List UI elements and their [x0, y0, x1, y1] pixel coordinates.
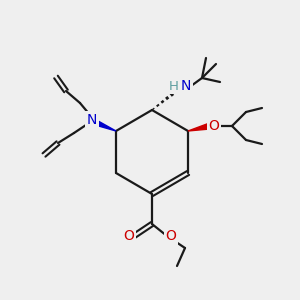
Text: O: O [166, 229, 176, 243]
Text: N: N [181, 79, 191, 93]
Text: O: O [208, 119, 219, 133]
Text: H: H [169, 80, 179, 92]
Polygon shape [91, 118, 116, 131]
Text: O: O [124, 229, 134, 243]
Text: N: N [87, 113, 97, 127]
Polygon shape [188, 123, 211, 131]
